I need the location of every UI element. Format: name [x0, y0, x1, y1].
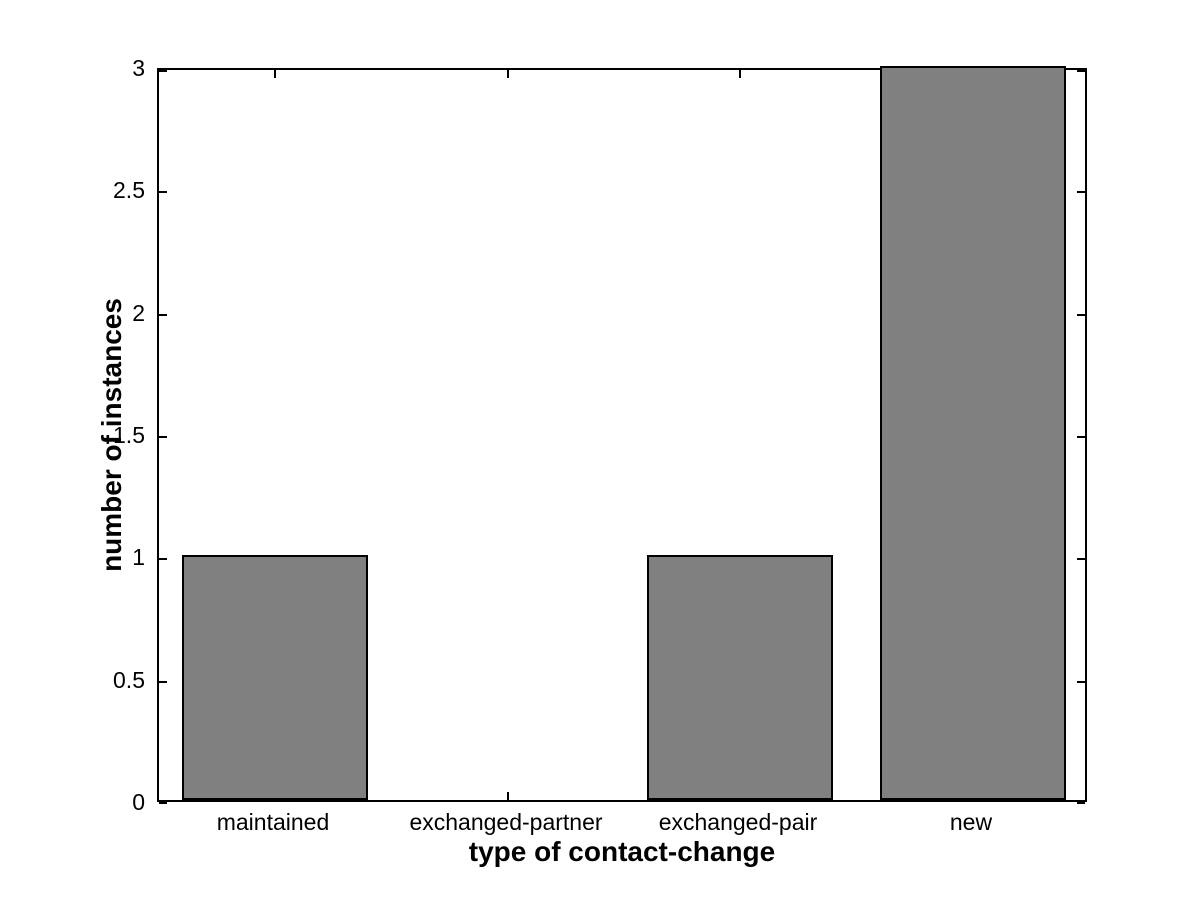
- y-tick-label: 2.5: [113, 177, 145, 203]
- tick-mark: [1077, 70, 1085, 72]
- bars-layer: [159, 66, 1085, 800]
- y-tick-label: 1.5: [113, 422, 145, 448]
- tick-mark: [1077, 191, 1085, 193]
- x-tick-label: maintained: [216, 809, 330, 835]
- tick-mark: [159, 314, 167, 316]
- tick-mark: [739, 70, 741, 78]
- tick-mark: [159, 681, 167, 683]
- y-tick-label: 3: [132, 55, 145, 81]
- tick-mark: [159, 558, 167, 560]
- y-tick-label: 0: [132, 789, 145, 815]
- tick-mark: [507, 792, 509, 800]
- tick-mark: [1077, 802, 1085, 804]
- x-axis-label: type of contact-change: [468, 836, 776, 867]
- tick-mark: [274, 70, 276, 78]
- tick-mark: [159, 70, 167, 72]
- bar-maintained: [182, 555, 368, 800]
- tick-mark: [507, 70, 509, 78]
- y-tick-label: 1: [132, 544, 145, 570]
- tick-mark: [1077, 558, 1085, 560]
- tick-mark: [1077, 314, 1085, 316]
- bar-new: [880, 66, 1066, 800]
- plot-area: [157, 66, 1087, 804]
- y-tick-label: 0.5: [113, 667, 145, 693]
- tick-mark: [1077, 436, 1085, 438]
- x-tick-label: new: [949, 809, 993, 835]
- x-tick-label: exchanged-pair: [658, 809, 818, 835]
- x-tick-label: exchanged-partner: [409, 809, 603, 835]
- tick-mark: [159, 802, 167, 804]
- tick-mark: [159, 191, 167, 193]
- y-axis-label: number of instances: [96, 298, 127, 572]
- tick-mark: [159, 436, 167, 438]
- tick-mark: [1077, 681, 1085, 683]
- bar-exchanged-pair: [647, 555, 833, 800]
- y-tick-label: 2: [132, 300, 145, 326]
